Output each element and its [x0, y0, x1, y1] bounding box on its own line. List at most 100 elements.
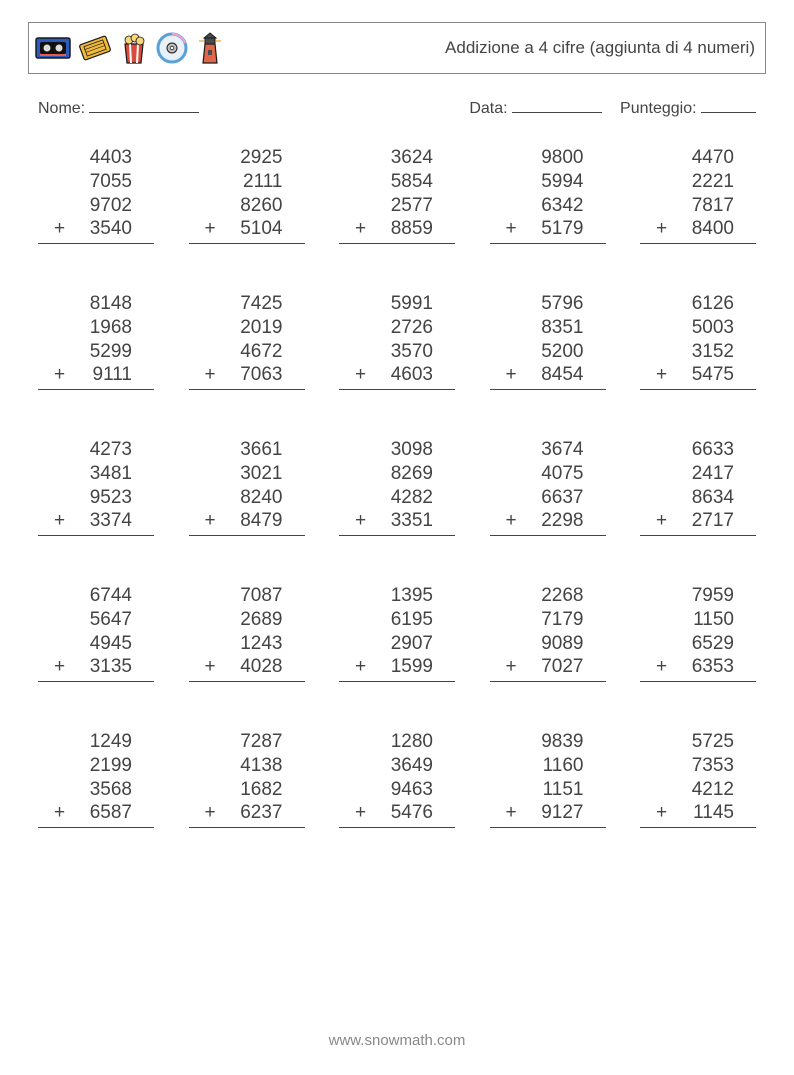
date-label: Data:: [469, 100, 507, 117]
addition-problem: 367440756637+2298: [490, 438, 606, 536]
addend: 9463: [339, 778, 455, 802]
plus-sign: +: [54, 655, 65, 679]
addend: 6195: [339, 608, 455, 632]
last-addend: +8400: [640, 217, 756, 244]
addend: 3674: [490, 438, 606, 462]
last-addend: +2717: [640, 509, 756, 536]
last-addend: +7063: [189, 363, 305, 390]
last-addend: +6237: [189, 801, 305, 828]
addend: 4212: [640, 778, 756, 802]
name-blank[interactable]: [89, 96, 199, 113]
addend: 3021: [189, 462, 305, 486]
plus-sign: +: [205, 801, 216, 825]
addend: 8148: [38, 292, 154, 316]
addend: 2577: [339, 194, 455, 218]
last-addend: +4028: [189, 655, 305, 682]
addend: 5991: [339, 292, 455, 316]
addend: 1249: [38, 730, 154, 754]
last-addend: +8454: [490, 363, 606, 390]
addend: 5647: [38, 608, 154, 632]
addend: 5299: [38, 340, 154, 364]
addition-problem: 708726891243+4028: [189, 584, 305, 682]
addition-problem: 579683515200+8454: [490, 292, 606, 390]
addend: 9800: [490, 146, 606, 170]
header-box: Addizione a 4 cifre (aggiunta di 4 numer…: [28, 22, 766, 74]
addend: 7817: [640, 194, 756, 218]
addend: 7087: [189, 584, 305, 608]
addition-problem: 612650033152+5475: [640, 292, 756, 390]
addend: 7055: [38, 170, 154, 194]
addition-problem: 226871799089+7027: [490, 584, 606, 682]
addend: 7287: [189, 730, 305, 754]
addend: 7959: [640, 584, 756, 608]
last-addend: +7027: [490, 655, 606, 682]
last-addend: +5475: [640, 363, 756, 390]
plus-sign: +: [656, 217, 667, 241]
addend: 3661: [189, 438, 305, 462]
last-addend: +3540: [38, 217, 154, 244]
plus-sign: +: [54, 801, 65, 825]
addend: 3624: [339, 146, 455, 170]
addend: 1160: [490, 754, 606, 778]
addition-problem: 728741381682+6237: [189, 730, 305, 828]
last-addend: +8479: [189, 509, 305, 536]
plus-sign: +: [355, 509, 366, 533]
problem-row: 440370559702+3540 292521118260+5104 362458…: [38, 146, 756, 244]
addend: 7425: [189, 292, 305, 316]
addition-problem: 572573534212+1145: [640, 730, 756, 828]
addend: 6633: [640, 438, 756, 462]
addend: 4273: [38, 438, 154, 462]
last-addend: +9127: [490, 801, 606, 828]
last-addend: +6587: [38, 801, 154, 828]
addend: 8351: [490, 316, 606, 340]
worksheet-title: Addizione a 4 cifre (aggiunta di 4 numer…: [445, 38, 755, 58]
plus-sign: +: [355, 801, 366, 825]
addition-problem: 292521118260+5104: [189, 146, 305, 244]
addition-problem: 362458542577+8859: [339, 146, 455, 244]
addend: 2221: [640, 170, 756, 194]
plus-sign: +: [205, 363, 216, 387]
last-addend: +2298: [490, 509, 606, 536]
plus-sign: +: [54, 217, 65, 241]
plus-sign: +: [54, 363, 65, 387]
addition-problem: 124921993568+6587: [38, 730, 154, 828]
addend: 7179: [490, 608, 606, 632]
addition-problem: 795911506529+6353: [640, 584, 756, 682]
addend: 3481: [38, 462, 154, 486]
footer-url: www.snowmath.com: [0, 1032, 794, 1049]
addend: 9702: [38, 194, 154, 218]
last-addend: +8859: [339, 217, 455, 244]
name-label: Nome:: [38, 100, 85, 118]
problems-grid: 440370559702+3540 292521118260+5104 362458…: [38, 146, 756, 828]
addend: 2417: [640, 462, 756, 486]
addend: 2925: [189, 146, 305, 170]
lighthouse-icon: [195, 30, 225, 66]
addend: 1150: [640, 608, 756, 632]
addition-problem: 980059946342+5179: [490, 146, 606, 244]
addend: 4470: [640, 146, 756, 170]
last-addend: +3374: [38, 509, 154, 536]
addend: 6126: [640, 292, 756, 316]
addend: 1280: [339, 730, 455, 754]
addend: 2689: [189, 608, 305, 632]
problem-row: 124921993568+6587728741381682+6237128036…: [38, 730, 756, 828]
meta-row: Nome: Data: Punteggio:: [38, 96, 756, 118]
addend: 4945: [38, 632, 154, 656]
addend: 3570: [339, 340, 455, 364]
last-addend: +3135: [38, 655, 154, 682]
vhs-icon: [35, 33, 71, 63]
score-blank[interactable]: [701, 96, 756, 113]
addend: 1151: [490, 778, 606, 802]
addend: 4403: [38, 146, 154, 170]
plus-sign: +: [355, 217, 366, 241]
popcorn-icon: [119, 30, 149, 66]
date-blank[interactable]: [512, 96, 602, 113]
addend: 5003: [640, 316, 756, 340]
last-addend: +6353: [640, 655, 756, 682]
addition-problem: 366130218240+8479: [189, 438, 305, 536]
plus-sign: +: [506, 655, 517, 679]
plus-sign: +: [205, 217, 216, 241]
addend: 1243: [189, 632, 305, 656]
last-addend: +5104: [189, 217, 305, 244]
addend: 5725: [640, 730, 756, 754]
